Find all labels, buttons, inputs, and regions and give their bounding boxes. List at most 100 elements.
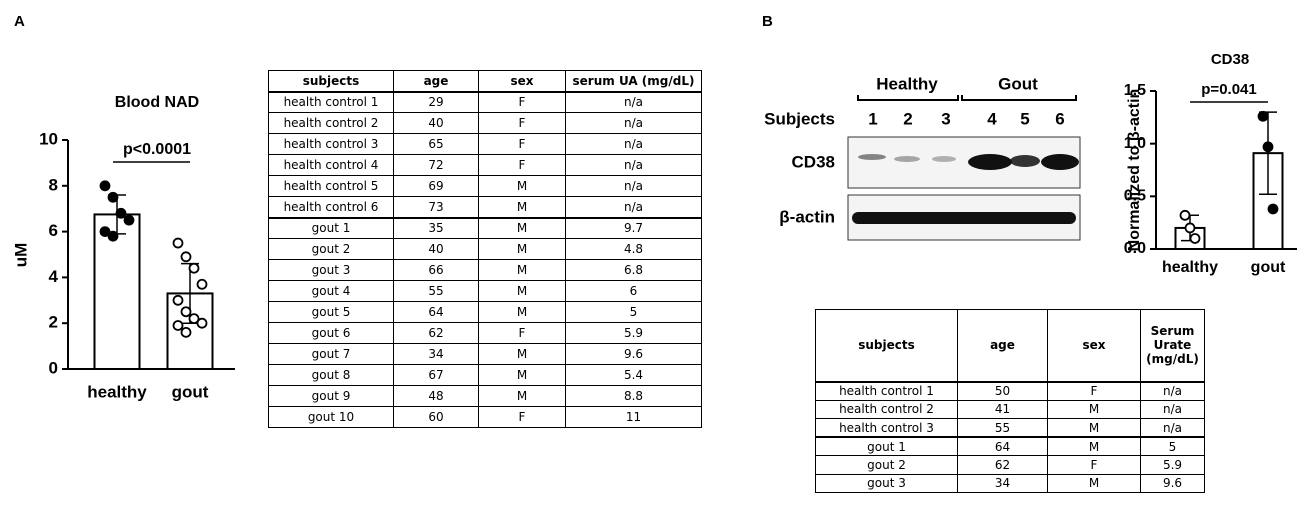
y-tick-label: 0.0 — [1124, 240, 1146, 257]
y-tick-label: 4 — [49, 267, 59, 286]
table-cell: 62 — [958, 456, 1048, 475]
table-cell: health control 6 — [269, 197, 394, 218]
table-cell: sex — [1048, 310, 1141, 382]
table-cell: 72 — [394, 155, 479, 176]
table-cell: gout 1 — [269, 218, 394, 239]
table-cell: age — [394, 71, 479, 92]
table-row: gout 867M5.4 — [269, 365, 702, 386]
table-cell: M — [479, 176, 566, 197]
row-label: CD38 — [792, 152, 835, 171]
table-cell: serum UA (mg/dL) — [566, 71, 702, 92]
data-point — [198, 280, 207, 289]
table-cell: 55 — [394, 281, 479, 302]
table-cell: n/a — [566, 134, 702, 155]
table-cell: sex — [479, 71, 566, 92]
table-cell: n/a — [1141, 419, 1205, 438]
table-cell: M — [479, 218, 566, 239]
data-point — [182, 307, 191, 316]
table-cell: 29 — [394, 92, 479, 113]
table-cell: F — [1048, 456, 1141, 475]
table-cell: F — [479, 323, 566, 344]
table-cell: gout 5 — [269, 302, 394, 323]
data-point — [198, 319, 207, 328]
table-cell: M — [1048, 437, 1141, 456]
table-cell: M — [479, 344, 566, 365]
table-row: health control 129Fn/a — [269, 92, 702, 113]
table-cell: gout 8 — [269, 365, 394, 386]
table-cell: n/a — [566, 155, 702, 176]
table-cell: 41 — [958, 400, 1048, 419]
table-row: health control 569Mn/a — [269, 176, 702, 197]
row-label: β-actin — [779, 207, 835, 226]
chart-title: Blood NAD — [115, 94, 199, 111]
y-tick-label: 2 — [49, 313, 58, 332]
table-cell: 50 — [958, 382, 1048, 401]
y-tick-label: 1.0 — [1124, 135, 1146, 152]
table-cell: M — [1048, 400, 1141, 419]
table-cell: F — [479, 134, 566, 155]
table-cell: gout 2 — [816, 456, 958, 475]
table-cell: gout 1 — [816, 437, 958, 456]
table-cell: M — [479, 197, 566, 218]
x-tick-label: gout — [1251, 259, 1286, 276]
lane-label: 6 — [1055, 109, 1064, 128]
table-row: gout 135M9.7 — [269, 218, 702, 239]
table-cell: gout 9 — [269, 386, 394, 407]
lane-label: 1 — [868, 109, 877, 128]
table-cell: 8.8 — [566, 386, 702, 407]
x-tick-label: healthy — [1162, 259, 1218, 276]
table-row: subjectsagesexSerum Urate (mg/dL) — [816, 310, 1205, 382]
data-point — [174, 321, 183, 330]
table-cell: health control 1 — [816, 382, 958, 401]
table-cell: F — [1048, 382, 1141, 401]
table-cell: 5.9 — [566, 323, 702, 344]
table-cell: 34 — [958, 474, 1048, 493]
data-point — [182, 328, 191, 337]
table-cell: 11 — [566, 407, 702, 428]
data-point — [117, 209, 126, 218]
data-point — [1181, 211, 1190, 220]
table-row: gout 164M5 — [816, 437, 1205, 456]
table-cell: 9.6 — [1141, 474, 1205, 493]
table-cell: 66 — [394, 260, 479, 281]
table-cell: health control 3 — [816, 419, 958, 438]
table-cell: gout 3 — [269, 260, 394, 281]
lane-title: Subjects — [764, 109, 835, 128]
table-cell: 34 — [394, 344, 479, 365]
table-cell: gout 6 — [269, 323, 394, 344]
data-point — [109, 232, 118, 241]
x-tick-label: gout — [172, 382, 209, 401]
table-row: health control 240Fn/a — [269, 113, 702, 134]
table-row: health control 673Mn/a — [269, 197, 702, 218]
table-cell: gout 2 — [269, 239, 394, 260]
table-cell: 6 — [566, 281, 702, 302]
table-cell: F — [479, 155, 566, 176]
table-cell: 64 — [394, 302, 479, 323]
data-point — [190, 264, 199, 273]
chart-title: CD38 — [1211, 51, 1249, 68]
table-cell: 62 — [394, 323, 479, 344]
data-point — [1264, 142, 1273, 151]
y-tick-label: 1.5 — [1124, 82, 1146, 99]
table-cell: health control 3 — [269, 134, 394, 155]
data-point — [182, 252, 191, 261]
table-cell: M — [479, 302, 566, 323]
table-cell: 5 — [566, 302, 702, 323]
table-cell: 9.6 — [566, 344, 702, 365]
data-point — [1186, 223, 1195, 232]
table-cell: F — [479, 92, 566, 113]
group-bracket — [858, 95, 1076, 100]
table-row: gout 366M6.8 — [269, 260, 702, 281]
y-tick-label: 10 — [39, 129, 58, 148]
table-clip: subjectsagesexSerum Urate (mg/dL)health … — [815, 309, 1207, 516]
table-cell: subjects — [269, 71, 394, 92]
annotation: p<0.0001 — [123, 141, 191, 158]
group-label: Healthy — [876, 74, 938, 93]
